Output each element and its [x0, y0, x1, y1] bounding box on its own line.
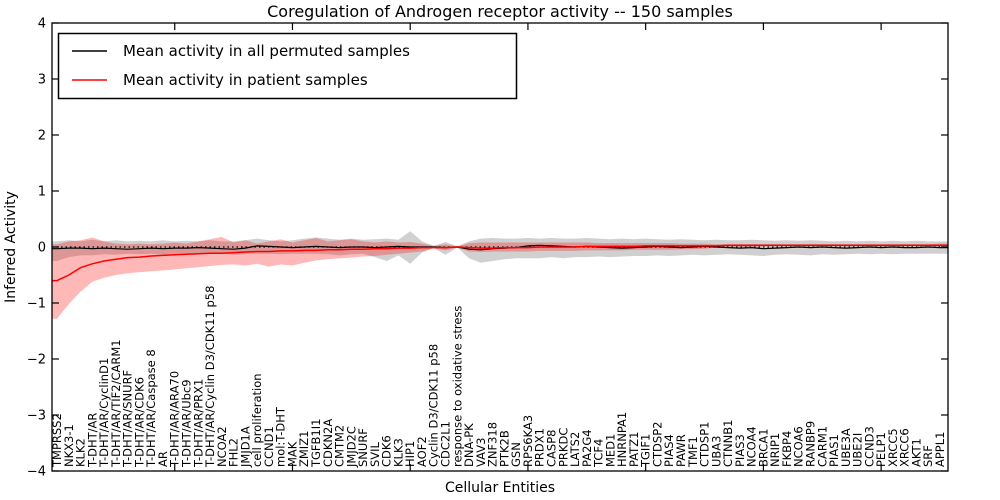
- x-tick-label: FHL2: [227, 438, 241, 467]
- legend-label-patient: Mean activity in patient samples: [123, 71, 368, 89]
- x-tick-label: TMF1: [686, 436, 700, 468]
- x-tick-label: GSN: [509, 442, 523, 467]
- x-tick-label: CASP8: [545, 430, 559, 467]
- x-tick-label: KLK3: [391, 438, 405, 467]
- x-tick-label: CMTM2: [333, 425, 347, 467]
- x-tick-label: PRDX1: [533, 428, 547, 467]
- x-tick-label: TGIF1: [639, 434, 653, 468]
- x-tick-label: T-DHT/AR/PRX1: [191, 379, 205, 468]
- x-tick-label: UBE3A: [839, 428, 853, 467]
- x-tick-label: T-DHT/AR/CDK6: [132, 377, 146, 468]
- x-tick-label: RPS6KA3: [521, 415, 535, 467]
- x-tick-label: NCOA4: [745, 426, 759, 467]
- y-tick-label: −1: [27, 297, 46, 312]
- x-tick-label: mol:T-DHT: [274, 406, 288, 467]
- x-tick-label: APPL1: [933, 432, 947, 467]
- x-tick-label: PRKDC: [556, 428, 570, 467]
- y-tick-label: −4: [27, 465, 46, 480]
- x-tick-label: CCND3: [862, 426, 876, 467]
- x-tick-label: JMJD2C: [344, 426, 358, 468]
- legend-label-permuted: Mean activity in all permuted samples: [123, 42, 410, 60]
- x-tick-label: VAV3: [474, 438, 488, 467]
- x-tick-label: UBA3: [709, 436, 723, 468]
- x-tick-label: MED1: [603, 434, 617, 467]
- y-tick-label: −3: [27, 409, 46, 424]
- x-tick-label: AKT1: [910, 438, 924, 467]
- x-tick-label: SRF: [921, 445, 935, 467]
- y-axis-label: Inferred Activity: [3, 191, 19, 303]
- x-tick-label: T-DHT/AR/Cyclin D3/CDK11 p58: [203, 286, 217, 468]
- x-tick-label: SVIL: [368, 441, 382, 467]
- x-tick-label: NCOA6: [792, 426, 806, 467]
- x-tick-label: PIAS4: [662, 434, 676, 467]
- x-tick-label: Cyclin D3/CDK11 p58: [427, 344, 441, 467]
- x-tick-label: BRCA1: [756, 428, 770, 467]
- y-tick-label: 4: [38, 17, 46, 32]
- x-tick-label: T-DHT/AR/ARA70: [168, 371, 182, 468]
- x-tick-label: NKX3-1: [62, 424, 76, 467]
- x-tick-label: PELP1: [874, 432, 888, 467]
- x-tick-label: PA2G4: [580, 429, 594, 467]
- x-tick-label: PIAS3: [733, 434, 747, 467]
- legend-box: [57, 32, 518, 100]
- y-tick-label: 2: [38, 129, 46, 144]
- x-tick-label: ZNF318: [486, 422, 500, 467]
- x-tick-label: response to oxidative stress: [450, 306, 464, 467]
- x-tick-label: FKBP4: [780, 431, 794, 467]
- x-tick-label: T-DHT/AR/Caspase 8: [144, 349, 158, 468]
- x-tick-label: NCOA2: [215, 426, 229, 467]
- x-tick-label: CDC2L1: [439, 421, 453, 467]
- x-tick-label: CTDSP1: [698, 422, 712, 467]
- x-tick-label: T-DHT/AR/TIF2/CARM1: [109, 339, 123, 468]
- x-tick-label: UBE2I: [851, 433, 865, 467]
- x-tick-label: AR: [156, 451, 170, 467]
- x-tick-label: NRIP1: [768, 433, 782, 467]
- x-tick-label: MAK: [286, 441, 300, 467]
- x-tick-label: CCND1: [262, 426, 276, 467]
- x-tick-label: DNA-PK: [462, 423, 476, 467]
- chart-title: Coregulation of Androgen receptor activi…: [267, 2, 733, 21]
- y-tick-label: 3: [38, 73, 46, 88]
- y-tick-label: 0: [38, 241, 46, 256]
- x-tick-label: SNURF: [356, 428, 370, 467]
- y-tick-label: −2: [27, 353, 46, 368]
- x-tick-label: HNRNPA1: [615, 412, 629, 467]
- x-tick-label: T-DHT/AR: [85, 413, 99, 468]
- x-tick-label: XRCC5: [886, 428, 900, 467]
- x-tick-label: CDK6: [380, 435, 394, 467]
- x-tick-label: KLK2: [74, 438, 88, 467]
- plot-border: [51, 22, 949, 472]
- x-tick-label: HIP1: [403, 441, 417, 467]
- x-tick-label: XRCC6: [898, 428, 912, 467]
- x-tick-label: RANBP9: [804, 421, 818, 467]
- x-tick-label: LATS2: [568, 432, 582, 467]
- x-tick-label: T-DHT/AR/Ubc9: [180, 379, 194, 468]
- x-tick-label: CTDSP2: [650, 422, 664, 467]
- x-tick-label: TGFB1I1: [309, 419, 323, 468]
- patient-band: [52, 236, 948, 319]
- x-tick-label: AOF2: [415, 436, 429, 467]
- y-tick-label: 1: [38, 185, 46, 200]
- x-tick-label: PTK2B: [497, 430, 511, 467]
- x-tick-label: CDKN2A: [321, 419, 335, 467]
- x-tick-label: PAWR: [674, 434, 688, 467]
- x-tick-label: cell proliferation: [250, 373, 264, 467]
- x-tick-label: PIAS1: [827, 434, 841, 467]
- x-tick-label: T-DHT/AR/CyclinD1: [97, 358, 111, 468]
- x-tick-label: PATZ1: [627, 432, 641, 467]
- x-tick-label: JMJD1A: [238, 426, 252, 468]
- x-tick-label: ZMIZ1: [297, 431, 311, 467]
- x-tick-label: TMPRSS2: [50, 413, 64, 468]
- x-axis-label: Cellular Entities: [445, 480, 555, 496]
- x-tick-label: CTNNB1: [721, 420, 735, 467]
- x-tick-label: TCF4: [592, 439, 606, 468]
- x-tick-label: T-DHT/AR/SNURF: [121, 370, 135, 468]
- x-tick-label: CARM1: [815, 426, 829, 467]
- patient-mean-line: [52, 244, 948, 282]
